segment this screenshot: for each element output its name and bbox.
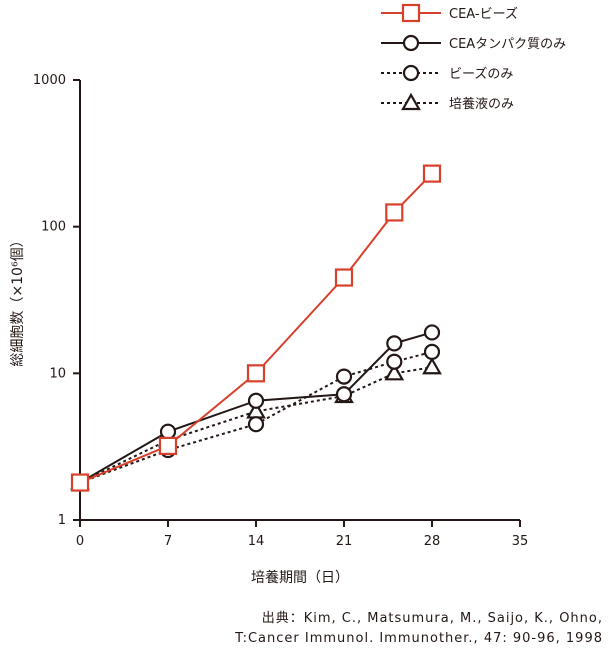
x-tick-label: 21 <box>336 534 353 549</box>
series-3-point <box>247 416 265 433</box>
legend-swatch-marker <box>402 34 420 52</box>
series-2-point <box>386 335 403 352</box>
series-4-line <box>79 366 433 484</box>
series-1-line <box>79 172 433 484</box>
x-tick-label: 28 <box>424 534 441 549</box>
legend-label: CEA-ビーズ <box>449 6 518 22</box>
x-axis-title: 培養期間（日） <box>251 569 349 586</box>
series-4-point <box>384 363 405 381</box>
series-1 <box>70 164 442 492</box>
series-2-point <box>159 423 177 440</box>
source-line-1: 出典：Kim, C., Matsumura, M., Saijo, K., Oh… <box>261 611 603 626</box>
legend-swatch-marker <box>401 92 421 111</box>
series-1-point <box>158 436 178 456</box>
y-tick-label: 10 <box>49 366 66 381</box>
series-2-point <box>423 324 441 341</box>
y-tick-label: 100 <box>41 220 66 235</box>
legend-swatch-marker <box>402 64 420 82</box>
legend-item-4: 培養液のみ <box>381 92 514 112</box>
legend-item-1: CEA-ビーズ <box>381 3 518 23</box>
y-tick-label: 1 <box>58 513 66 528</box>
chart: 0 7 14 21 28 35 1 10 100 1000 培養期間（日） 総細胞数（×10⁶個） C… <box>10 3 566 586</box>
y-tick-label: 1000 <box>33 73 66 88</box>
x-tick-label: 7 <box>164 534 172 549</box>
legend-swatch-marker <box>401 3 421 23</box>
x-tick-label: 35 <box>512 534 529 549</box>
series-1-point <box>422 164 442 183</box>
legend-label: ビーズのみ <box>449 66 513 82</box>
series-1-point <box>385 203 404 222</box>
x-tick-label: 0 <box>76 534 84 549</box>
x-tick-label: 14 <box>248 534 265 549</box>
legend-item-3: ビーズのみ <box>381 64 513 82</box>
series-2 <box>71 324 441 491</box>
series-3-point <box>335 368 353 385</box>
series-2-point <box>335 386 353 403</box>
legend-label: CEAタンパク質のみ <box>449 37 566 52</box>
series-2-point <box>247 392 265 409</box>
series-3-point <box>423 343 441 361</box>
series-3-point <box>386 353 403 370</box>
source-line-2: T:Cancer Immunol. Immunother., 47: 90-96… <box>235 631 603 646</box>
legend-label: 培養液のみ <box>449 96 514 112</box>
series-1-point <box>70 473 90 492</box>
series-4-point <box>422 357 442 375</box>
legend-item-2: CEAタンパク質のみ <box>381 34 566 52</box>
series-1-point <box>246 364 266 383</box>
series-1-point <box>334 268 354 287</box>
y-axis-title: 総細胞数（×10⁶個） <box>10 233 26 366</box>
